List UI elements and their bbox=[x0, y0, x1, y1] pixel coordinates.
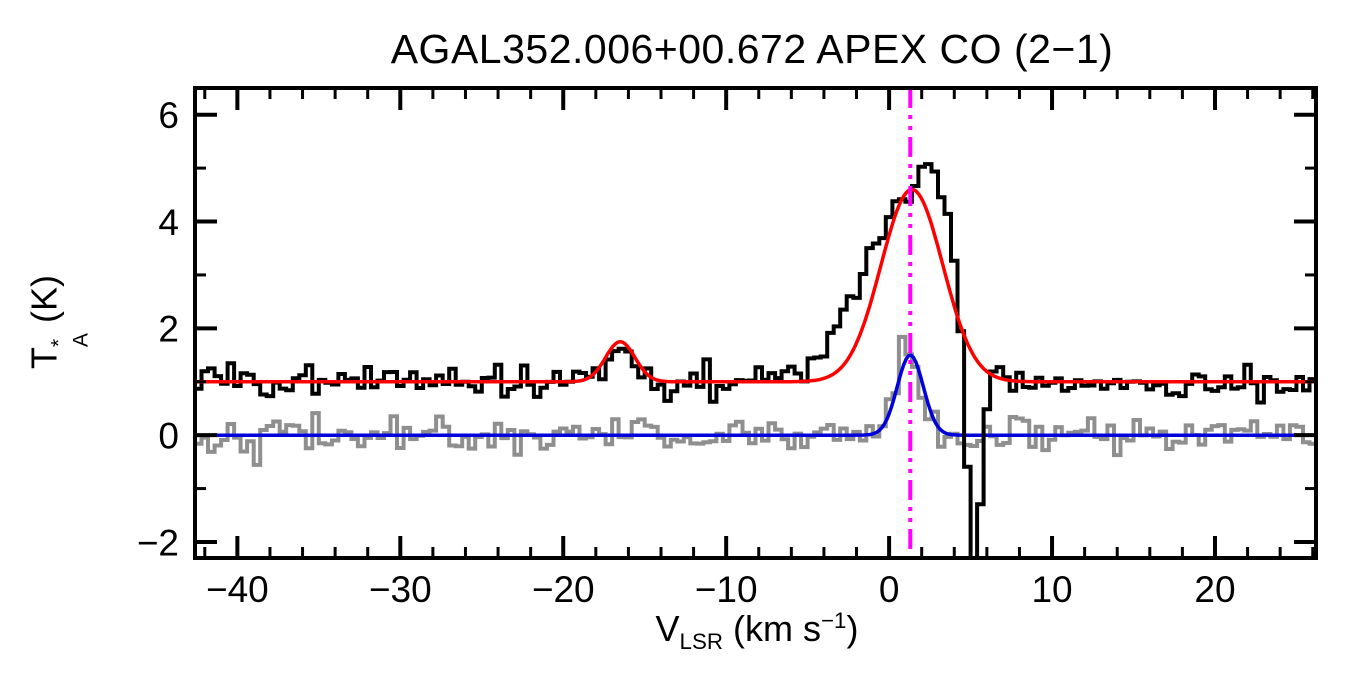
x-tick-label: −10 bbox=[695, 569, 758, 610]
x-label-unit-close: ) bbox=[846, 608, 859, 649]
reference-model-fit-series bbox=[195, 353, 1316, 437]
x-label-subscript: LSR bbox=[679, 629, 723, 655]
x-label-unit-open: (km s bbox=[733, 608, 822, 649]
y-label-superscript: * bbox=[47, 338, 71, 348]
y-label-symbol: T bbox=[23, 347, 65, 370]
y-label-scripts: * A bbox=[47, 333, 93, 348]
x-label-exponent: −1 bbox=[821, 608, 847, 633]
y-tick-label: 6 bbox=[158, 95, 179, 136]
y-label-subscript: A bbox=[69, 333, 93, 348]
plot-area bbox=[195, 88, 1316, 558]
x-axis-label: VLSR (km s−1) bbox=[656, 608, 859, 655]
chart-title: AGAL352.006+00.672 APEX CO (2−1) bbox=[390, 26, 1114, 72]
x-tick-label: −30 bbox=[369, 569, 432, 610]
y-tick-label: −2 bbox=[137, 522, 179, 563]
y-label-unit: (K) bbox=[23, 274, 65, 323]
observed-spectrum-series bbox=[195, 162, 1316, 558]
x-tick-label: −20 bbox=[532, 569, 595, 610]
x-tick-label: −40 bbox=[206, 569, 269, 610]
plot-frame bbox=[193, 86, 1318, 560]
x-label-symbol: V bbox=[655, 608, 680, 649]
x-tick-label: 10 bbox=[1031, 569, 1072, 610]
y-tick-label: 0 bbox=[158, 415, 179, 456]
y-axis-label: T * A (K) bbox=[23, 275, 92, 369]
axis-ticks bbox=[195, 88, 1316, 558]
x-tick-label: 0 bbox=[879, 569, 900, 610]
y-tick-label: 4 bbox=[158, 202, 179, 243]
x-tick-label: 20 bbox=[1194, 569, 1235, 610]
reference-spectrum-series bbox=[195, 334, 1316, 467]
y-tick-label: 2 bbox=[158, 309, 179, 350]
observed-model-fit-series bbox=[195, 187, 1316, 384]
